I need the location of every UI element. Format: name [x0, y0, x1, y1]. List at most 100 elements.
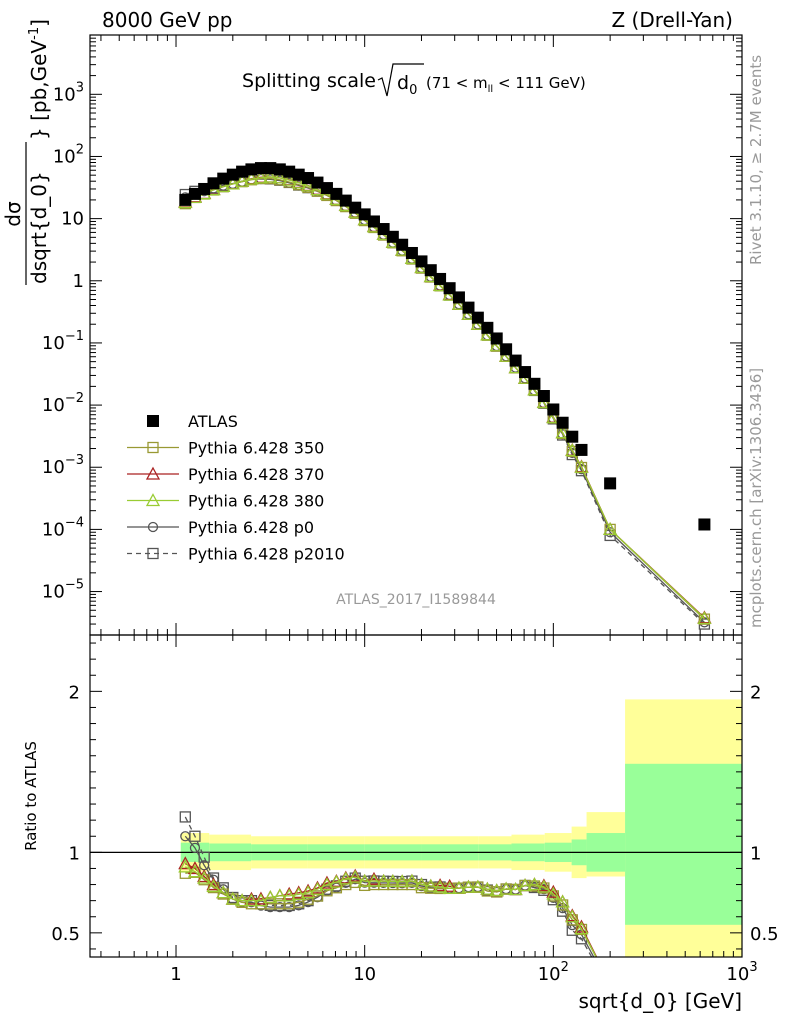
ratio-point: [432, 879, 448, 893]
ratio-point: [376, 873, 391, 887]
ratio-y-tick-label-right: 0.5: [750, 924, 779, 945]
ratio-point: [319, 877, 335, 891]
main-y-tick-label: 10−5: [42, 578, 84, 603]
data-point: [339, 194, 352, 207]
ratio-point: [206, 878, 221, 892]
data-point: [566, 430, 579, 443]
legend-marker: [145, 466, 161, 480]
legend-label: Pythia 6.428 p2010: [188, 545, 345, 564]
legend-marker: [147, 441, 159, 454]
ratio-point: [319, 875, 335, 889]
ratio-point: [338, 871, 353, 885]
data-point: [292, 168, 305, 181]
data-point: [283, 165, 296, 178]
legend: ATLAS Pythia 6.428 350 Pythia 6.428 370 Pyt…: [127, 412, 345, 564]
y-label-unit: } [pb,GeV: [27, 40, 51, 140]
ratio-point: [517, 878, 533, 892]
data-point: [528, 377, 541, 390]
ratio-y-tick-label: 1: [69, 843, 80, 864]
data-point: [291, 175, 306, 189]
ratio-point: [404, 873, 420, 887]
data-point: [198, 182, 211, 195]
data-point: [245, 163, 258, 176]
title-cut: (71 < m: [426, 74, 488, 92]
data-point: [697, 611, 712, 625]
ratio-y-tick-label: 0.5: [51, 924, 80, 945]
y-label-unit-end: ]: [27, 19, 51, 27]
legend-marker: [147, 521, 159, 533]
data-point: [226, 168, 239, 181]
ratio-axis-ticks: 0.5 0.5 1 1 2 2 1 10 102 103: [51, 635, 779, 985]
data-point: [519, 366, 532, 379]
ratio-point: [187, 861, 203, 875]
ratio-point: [216, 885, 231, 899]
data-point: [537, 390, 550, 403]
data-point: [254, 162, 267, 175]
data-point: [547, 403, 560, 416]
data-point: [546, 410, 561, 424]
ratio-point: [470, 879, 485, 893]
ratio-point: [442, 881, 457, 895]
title-cut-end: < 111 GeV): [493, 74, 585, 92]
main-y-tick-label: 1: [73, 271, 84, 292]
ratio-point: [499, 881, 514, 895]
title-symbol: d: [397, 72, 409, 94]
data-point: [415, 255, 428, 268]
y-label-numerator: dσ: [1, 201, 25, 227]
ratio-point: [272, 888, 287, 902]
data-point: [462, 301, 475, 314]
ratio-y-axis-label: Ratio to ATLAS: [22, 741, 40, 851]
stat-uncertainty-band: [625, 763, 742, 925]
ratio-panel: 0.5 0.5 1 1 2 2 1 10 102 103 Ratio to ATLAS sqrt{…: [22, 634, 779, 1013]
data-point: [349, 201, 362, 214]
main-y-tick-label: 10: [61, 209, 84, 230]
ratio-frame: [89, 634, 743, 958]
ratio-point: [253, 891, 269, 905]
legend-label: Pythia 6.428 370: [188, 465, 324, 484]
data-point: [490, 332, 503, 345]
data-point: [302, 172, 315, 185]
x-tick-label: 103: [726, 960, 757, 985]
ratio-point: [244, 891, 259, 905]
legend-marker: [147, 415, 159, 427]
ratio-point: [253, 893, 269, 907]
data-point: [603, 522, 618, 536]
data-point: [470, 316, 485, 330]
data-point: [273, 163, 286, 176]
ratio-point: [310, 881, 325, 895]
ratio-point: [451, 880, 467, 894]
data-point: [217, 172, 230, 185]
ratio-point: [357, 873, 372, 887]
y-label-unit-sup: -1: [27, 27, 42, 40]
ratio-y-tick-label-right: 2: [750, 682, 761, 703]
header-process-label: Z (Drell-Yan): [611, 8, 733, 32]
data-point: [443, 282, 456, 295]
data-point: [310, 182, 325, 196]
data-point: [282, 172, 297, 186]
data-point: [235, 173, 250, 187]
title-text: Splitting scale: [242, 70, 376, 92]
ratio-series-layer: [178, 811, 598, 957]
main-y-tick-label: 102: [53, 142, 84, 167]
svg-text:} [pb,GeV-1]: } [pb,GeV-1]: [27, 19, 51, 140]
data-point: [461, 306, 476, 320]
ratio-y-tick-label: 2: [69, 682, 80, 703]
ratio-point: [225, 891, 240, 905]
ratio-point: [263, 890, 278, 904]
data-point: [424, 264, 437, 277]
data-point: [481, 321, 494, 334]
main-series-layer: [178, 162, 712, 630]
data-point: [367, 215, 380, 228]
data-point: [236, 165, 249, 178]
ratio-point: [546, 886, 561, 900]
x-axis-label: sqrt{d_0} [GeV]: [579, 989, 743, 1013]
data-point: [508, 360, 523, 374]
ratio-point: [235, 893, 250, 907]
data-point: [432, 278, 448, 292]
mcplots-label: mcplots.cern.ch [arXiv:1306.3436]: [747, 368, 765, 628]
legend-label: Pythia 6.428 380: [188, 492, 324, 511]
ratio-point: [489, 883, 504, 897]
ratio-point: [461, 879, 476, 893]
ratio-point: [423, 878, 438, 892]
